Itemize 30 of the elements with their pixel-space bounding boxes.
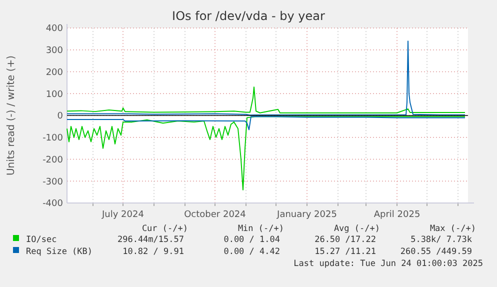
text: 15.27 /11.21 <box>314 247 376 257</box>
y-tick-label: 100 <box>46 90 64 100</box>
chart-title: IOs for /dev/vda - by year <box>172 9 326 23</box>
text: Max (-/+) <box>430 224 476 234</box>
text: 296.44m/15.57 <box>117 235 184 245</box>
text: 5.38k/ 7.73k <box>410 235 472 245</box>
y-tick-label: -100 <box>42 134 64 144</box>
text: 26.50 /17.22 <box>314 235 376 245</box>
text: Avg (-/+) <box>334 224 380 234</box>
x-tick-label: January 2025 <box>276 210 337 220</box>
legend-label: Req Size (KB) <box>26 247 93 257</box>
text: Last update: Tue Jun 24 01:00:03 2025 <box>294 259 483 269</box>
y-tick-label: 200 <box>46 68 64 78</box>
x-tick-label: April 2025 <box>374 210 420 220</box>
y-tick-label: 0 <box>57 112 64 122</box>
y-tick-label: -200 <box>42 155 64 166</box>
y-tick-label: -300 <box>42 177 64 188</box>
text: Min (-/+) <box>238 224 284 234</box>
text: Cur (-/+) <box>142 224 188 234</box>
y-tick-label: -400 <box>42 199 64 210</box>
text: 260.55 /449.59 <box>400 247 472 257</box>
text: 0.00 / 4.42 <box>224 247 280 257</box>
y-axis-title: Units read (-) / write (+) <box>6 55 17 176</box>
text: 0.00 / 1.04 <box>224 235 280 245</box>
x-tick-label: July 2024 <box>101 210 144 220</box>
y-tick-label: 400 <box>46 24 64 34</box>
x-tick-label: October 2024 <box>184 210 246 220</box>
text: 10.82 / 9.91 <box>122 247 184 257</box>
legend-label: IO/sec <box>26 235 57 245</box>
y-tick-label: 300 <box>46 46 64 56</box>
